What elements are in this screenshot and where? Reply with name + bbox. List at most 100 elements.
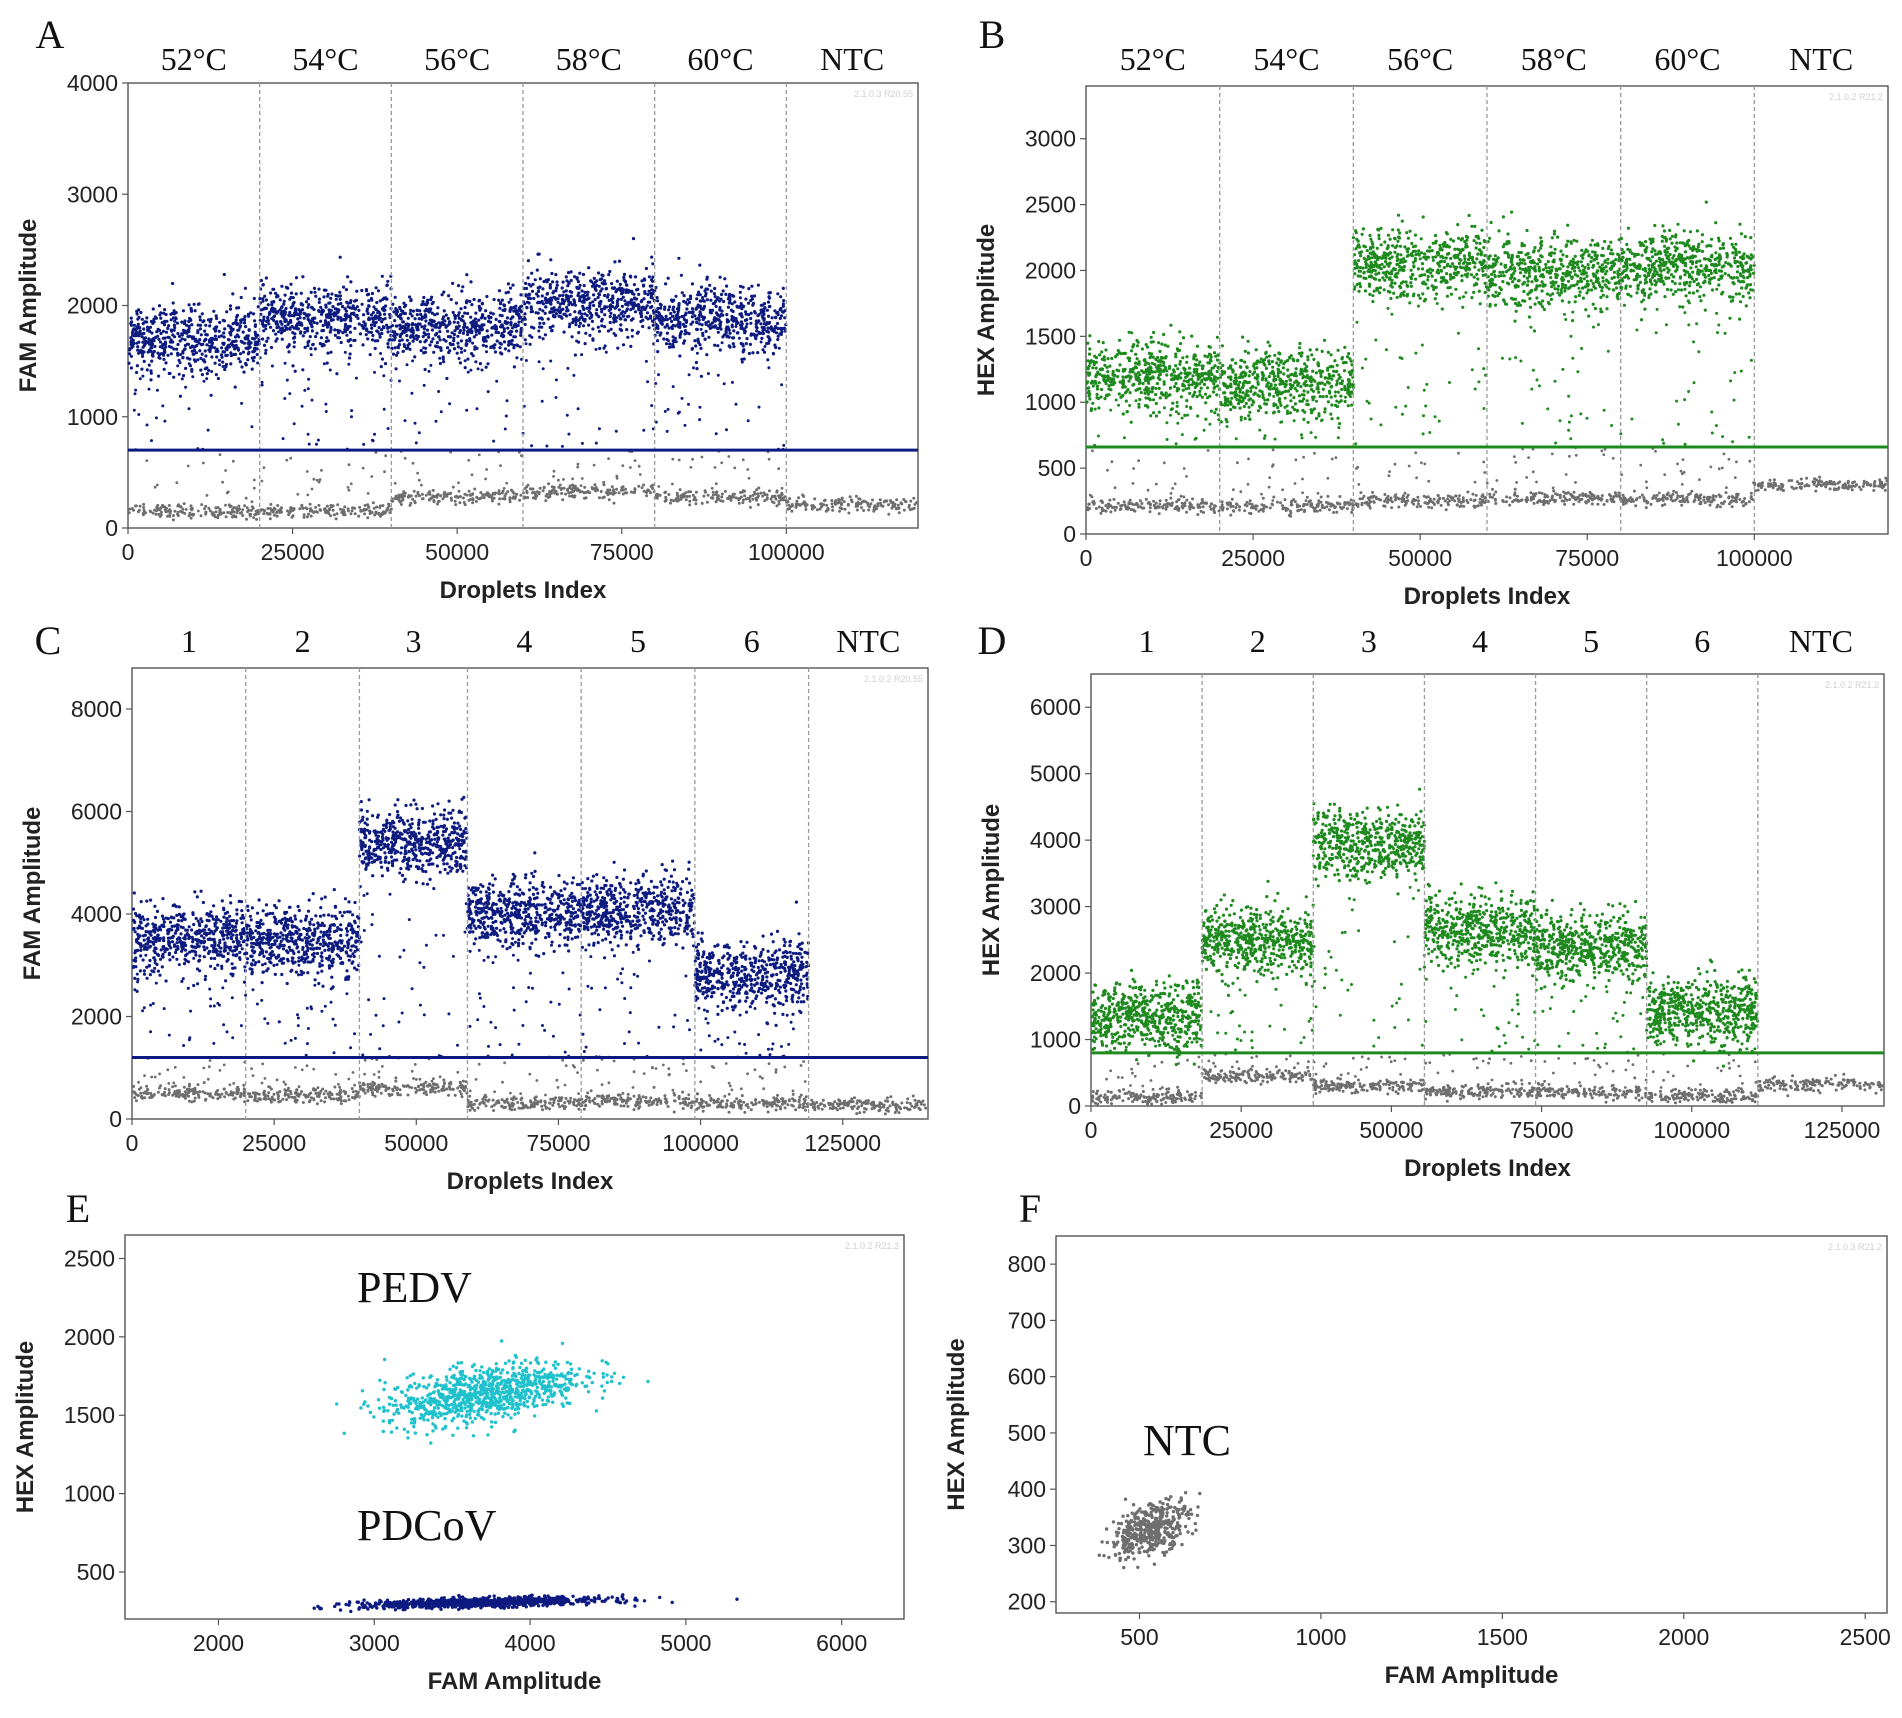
droplet-point: [651, 262, 655, 266]
droplet-point: [208, 349, 212, 354]
droplet-point: [895, 498, 899, 502]
droplet-point: [493, 343, 497, 347]
droplet-point: [711, 493, 715, 497]
droplet-point: [226, 511, 230, 514]
droplet-point: [418, 340, 422, 344]
droplet-point: [329, 315, 333, 320]
droplet-point: [692, 366, 695, 370]
droplet-point: [840, 507, 844, 511]
droplet-point: [278, 298, 282, 302]
droplet-point: [1225, 507, 1229, 511]
droplet-point: [743, 494, 747, 498]
droplet-point: [650, 278, 654, 282]
droplet-point: [249, 508, 253, 512]
droplet-point: [139, 310, 143, 315]
droplet-point: [1121, 369, 1125, 373]
droplet-point: [1215, 369, 1219, 374]
droplet-point: [150, 359, 154, 363]
droplet-point: [617, 259, 622, 263]
droplet-point: [699, 374, 704, 378]
droplet-point: [501, 489, 505, 493]
droplet-point: [150, 331, 154, 335]
droplet-point: [224, 515, 228, 519]
droplet-point: [309, 353, 313, 357]
droplet-point: [1214, 354, 1218, 358]
droplet-point: [196, 329, 200, 333]
droplet-point: [467, 489, 471, 493]
droplet-point: [564, 492, 568, 496]
droplet-point: [375, 300, 379, 305]
droplet-point: [349, 344, 353, 348]
droplet-point: [291, 514, 295, 518]
droplet-point: [729, 496, 733, 500]
droplet-point: [214, 510, 218, 514]
panel-label-A: A: [36, 12, 65, 57]
droplet-point: [338, 255, 342, 259]
droplet-point: [1287, 513, 1291, 517]
droplet-point: [713, 318, 717, 322]
droplet-point: [227, 324, 231, 328]
droplet-point: [505, 316, 509, 320]
droplet-point: [1094, 360, 1098, 364]
droplet-point: [1165, 505, 1168, 509]
droplet-point: [312, 286, 317, 290]
droplet-point: [531, 491, 534, 495]
droplet-point: [633, 310, 638, 314]
droplet-point: [442, 360, 446, 364]
droplet-point: [1199, 386, 1203, 390]
droplet-point: [465, 273, 469, 277]
droplet-point: [447, 320, 451, 324]
droplet-point: [518, 498, 522, 502]
droplet-point: [1127, 379, 1131, 383]
droplet-point: [323, 319, 328, 323]
droplet-point: [714, 482, 718, 486]
droplet-point: [1210, 372, 1214, 377]
droplet-point: [1215, 358, 1219, 362]
group-label: 58°C: [556, 41, 622, 77]
droplet-point: [421, 300, 425, 304]
droplet-point: [1106, 506, 1110, 510]
droplet-point: [411, 461, 415, 465]
droplet-point: [1121, 375, 1125, 379]
droplet-point: [452, 339, 456, 343]
droplet-point: [893, 504, 897, 508]
droplet-point: [680, 396, 684, 400]
droplet-point: [1088, 347, 1092, 351]
droplet-point: [420, 483, 423, 487]
droplet-point: [1184, 387, 1188, 391]
droplet-point: [253, 513, 257, 517]
droplet-point: [664, 314, 668, 318]
droplet-point: [401, 329, 405, 333]
droplet-point: [1160, 342, 1164, 346]
droplet-point: [492, 297, 496, 302]
droplet-point: [695, 320, 699, 325]
droplet-point: [171, 518, 175, 522]
droplet-point: [498, 313, 502, 317]
droplet-point: [737, 501, 741, 505]
droplet-point: [172, 323, 176, 327]
droplet-point: [727, 335, 731, 339]
droplet-point: [506, 290, 510, 294]
droplet-point: [163, 419, 167, 423]
droplet-point: [140, 335, 144, 339]
droplet-point: [658, 302, 662, 306]
droplet-point: [1182, 467, 1186, 470]
droplet-point: [471, 341, 475, 345]
droplet-point: [1284, 506, 1288, 510]
droplet-point: [479, 491, 483, 494]
droplet-point: [515, 356, 519, 360]
droplet-point: [482, 339, 486, 343]
droplet-point: [714, 304, 718, 308]
droplet-point: [484, 477, 487, 481]
droplet-point: [207, 368, 211, 372]
droplet-point: [677, 256, 681, 260]
droplet-point: [380, 511, 384, 515]
droplet-point: [217, 358, 222, 362]
droplet-point: [578, 299, 582, 303]
droplet-point: [130, 507, 134, 510]
droplet-point: [726, 305, 731, 309]
droplet-point: [1092, 360, 1096, 364]
droplet-point: [243, 286, 247, 290]
droplet-point: [541, 287, 545, 291]
droplet-point: [329, 328, 333, 332]
